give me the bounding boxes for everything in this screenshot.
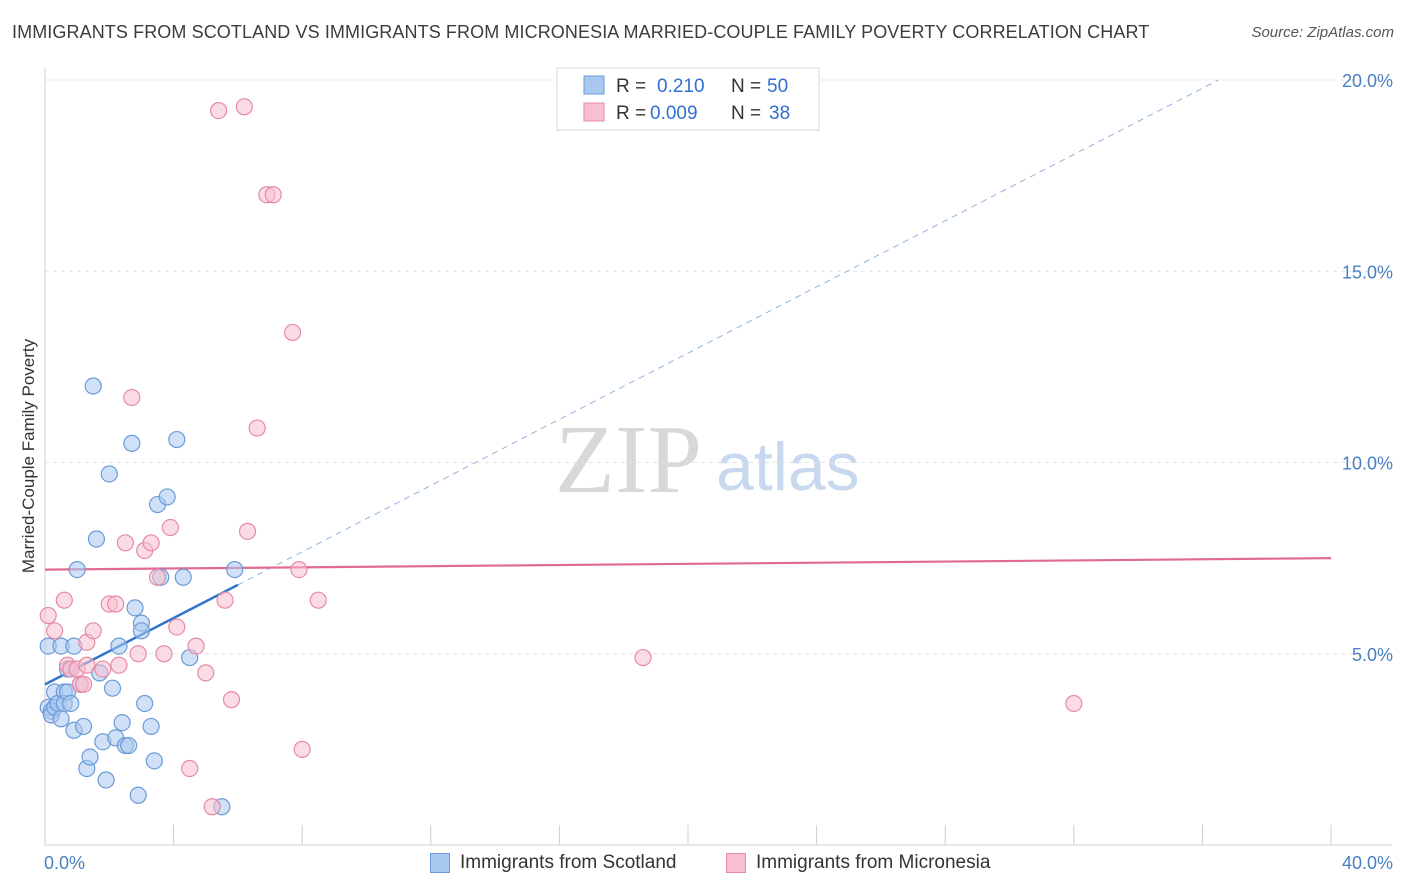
point-micronesia-27 [203,798,221,816]
point-micronesia-21 [155,645,173,663]
axes [44,68,1392,846]
point-scotland-30 [110,637,128,655]
correlation-legend: R = 0.210 N = 50 R = 0.009 N = 38 [556,67,820,131]
y-tick-label-0: 5.0% [1352,645,1393,665]
point-micronesia-39 [309,591,327,609]
legend-n-value-micronesia: 38 [769,103,790,124]
trend-lines [44,79,1332,686]
y-tick-label-1: 10.0% [1342,454,1393,474]
point-scotland-41 [145,752,163,770]
legend-n-value-scotland: 50 [767,76,788,97]
legend-n-label-scotland: N = [731,76,761,97]
point-micronesia-26 [197,664,215,682]
point-micronesia-40 [634,648,652,667]
point-scotland-17 [68,560,86,579]
point-scotland-22 [84,377,102,395]
legend-label-micronesia: Immigrants from Micronesia [756,852,991,873]
point-micronesia-29 [216,591,234,609]
legend-r-label-scotland: R = [616,76,646,97]
legend-swatch-scotland-bottom [430,853,450,873]
point-micronesia-14 [110,656,128,674]
point-micronesia-2 [55,591,73,609]
point-scotland-39 [136,694,154,713]
point-micronesia-28 [210,101,228,120]
point-micronesia-22 [161,518,179,537]
point-micronesia-7 [74,675,93,693]
series-legend: Immigrants from Scotland Immigrants from… [0,852,1406,878]
point-micronesia-36 [283,323,302,342]
series-micronesia-points [39,98,1083,816]
watermark-atlas: atlas [716,429,860,505]
y-axis-label: Married-Couple Family Poverty [19,338,38,573]
point-scotland-19 [74,717,93,736]
point-scotland-44 [158,488,176,506]
point-scotland-38 [132,622,151,640]
point-micronesia-1 [46,622,64,640]
legend-r-value-scotland: 0.210 [657,76,705,97]
point-scotland-49 [226,560,244,579]
legend-swatch-micronesia-bottom [726,853,746,873]
point-scotland-36 [129,786,147,804]
point-micronesia-35 [264,186,282,204]
point-micronesia-10 [84,622,102,640]
point-scotland-23 [87,530,106,548]
point-micronesia-11 [94,660,112,678]
point-micronesia-24 [181,759,199,778]
point-scotland-33 [119,736,138,755]
point-scotland-21 [81,748,99,766]
point-micronesia-33 [248,419,266,437]
legend-item-micronesia[interactable]: Immigrants from Micronesia [726,852,990,874]
point-micronesia-9 [78,656,96,674]
gridlines [45,79,1392,655]
point-micronesia-13 [107,595,125,613]
x-tick-label-min: 0.0% [44,853,85,873]
trend-scotland-extrapolated [237,79,1219,586]
watermark-zip: ZIP [555,406,702,514]
legend-r-label-micronesia: R = [616,103,646,124]
point-micronesia-41 [1065,694,1083,713]
point-scotland-27 [100,465,118,483]
x-tick-label-max: 40.0% [1342,853,1393,873]
source-label: Source: ZipAtlas.com [1251,24,1394,41]
point-micronesia-15 [116,534,134,552]
y-tick-label-2: 15.0% [1342,262,1393,282]
point-micronesia-19 [142,534,160,552]
point-micronesia-17 [129,645,147,663]
point-micronesia-0 [39,606,57,625]
legend-item-scotland[interactable]: Immigrants from Scotland [430,852,676,874]
point-micronesia-37 [290,560,308,579]
chart-title: IMMIGRANTS FROM SCOTLAND VS IMMIGRANTS F… [12,22,1150,42]
point-scotland-45 [168,430,186,449]
point-scotland-34 [123,434,141,452]
legend-label-scotland: Immigrants from Scotland [460,852,677,873]
point-scotland-14 [62,694,80,713]
point-micronesia-25 [187,637,205,655]
point-micronesia-38 [293,740,311,758]
trend-micronesia [44,557,1332,571]
legend-r-value-micronesia: 0.009 [650,103,698,124]
legend-n-label-micronesia: N = [731,103,761,124]
point-micronesia-31 [235,98,253,116]
point-scotland-28 [103,679,122,697]
point-micronesia-32 [238,522,257,540]
point-scotland-8 [52,710,70,728]
legend-swatch-scotland [583,75,605,95]
point-scotland-26 [97,771,115,789]
point-micronesia-30 [222,691,241,709]
point-scotland-35 [126,599,144,617]
point-micronesia-23 [168,618,186,636]
point-scotland-46 [174,568,192,586]
tick-labels: 5.0% 10.0% 15.0% 20.0% 0.0% 40.0% [44,71,1393,873]
point-micronesia-16 [123,388,141,407]
point-scotland-31 [113,713,131,732]
series-scotland-points [39,377,244,816]
y-tick-label-3: 20.0% [1342,71,1393,91]
point-micronesia-20 [148,568,167,586]
legend-swatch-micronesia [583,102,605,122]
point-scotland-40 [142,717,160,736]
